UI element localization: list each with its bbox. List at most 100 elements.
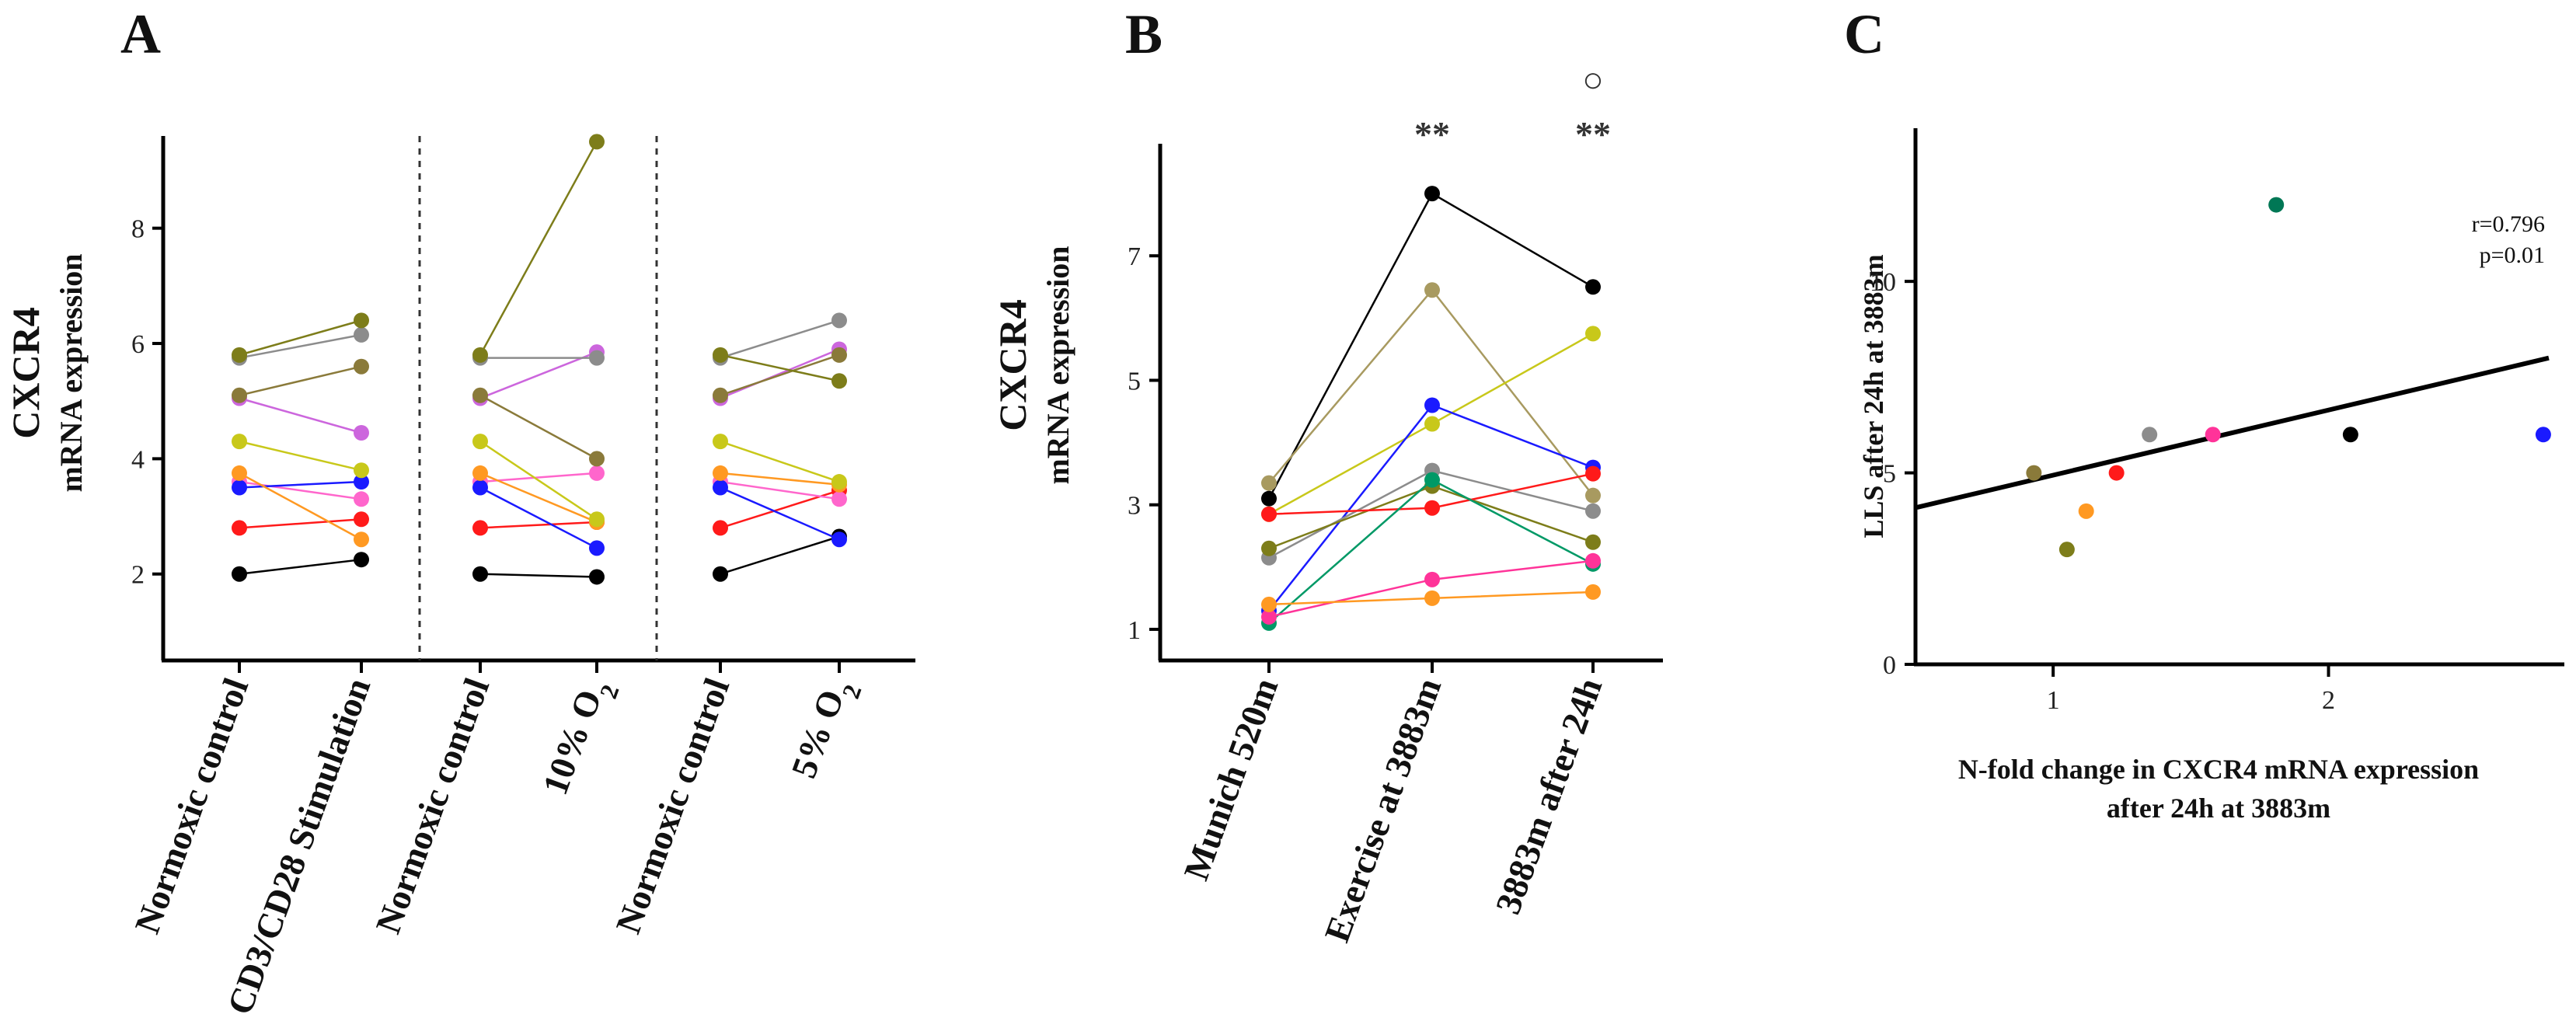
panel-C-point [2108, 465, 2125, 481]
panel-B-point [1261, 608, 1277, 625]
panel-A-point [472, 566, 488, 582]
panel-A-series-line [479, 441, 598, 521]
panel-B-ytick-label: 3 [1128, 492, 1141, 521]
panel-C-ytick-label: 10 [1870, 268, 1896, 297]
panel-A-point [232, 479, 247, 496]
panel-B-point [1424, 186, 1440, 202]
panel-A-point [589, 511, 605, 528]
panel-A-point [589, 569, 605, 585]
panel-A-ylabel-line1: CXCR4 [4, 307, 47, 438]
panel-A-series-line [479, 472, 598, 524]
panel-B-point [1585, 503, 1601, 519]
panel-A-series-line [479, 350, 598, 399]
panel-A-point [472, 479, 488, 496]
panel-A-point [232, 434, 247, 450]
panel-A-category-label: CD3/CD28 Stimulation [219, 673, 378, 1019]
panel-A-point [831, 491, 847, 507]
panel-B-point [1424, 282, 1440, 298]
panel-A-point [472, 520, 488, 536]
panel-C-point [2026, 465, 2042, 481]
panel-A-point [589, 540, 605, 556]
panel-A-series-line [239, 333, 362, 359]
panel-C-xlabel-line2: after 24h at 3883m [2107, 793, 2330, 824]
panel-A-series-line [479, 521, 598, 529]
panel-A-series-line [720, 348, 840, 399]
panel-B-point [1424, 500, 1440, 516]
panel-A-point [354, 326, 369, 343]
panel-A-series-line [239, 440, 362, 472]
panel-A-series-line [479, 141, 598, 356]
panel-B-series-line [1268, 559, 1594, 619]
panel-C-point [2142, 427, 2158, 443]
panel-A-point [589, 134, 605, 150]
panel-A-point [713, 387, 728, 403]
panel-A-point [713, 434, 728, 450]
panel-B-series-line [1267, 192, 1594, 500]
panel-A-point [354, 462, 369, 479]
panel-A-category-label: Normoxic control [608, 673, 737, 939]
panel-A-point [472, 434, 488, 450]
panel-A-ytick-label: 6 [131, 330, 145, 359]
panel-B-ylabel-line1: CXCR4 [991, 299, 1034, 430]
panel-C-regression-line [1916, 355, 2550, 510]
panel-B-point [1261, 540, 1277, 556]
panel-C-ytick-label: 5 [1883, 460, 1896, 489]
panel-A-series-line [479, 486, 598, 549]
panel-A-series-line [479, 573, 598, 578]
panel-A-series-line [239, 365, 362, 397]
panel-A-point [713, 347, 728, 363]
panel-B-point [1424, 472, 1440, 488]
panel-A-point [354, 474, 369, 490]
panel-A-series-line [720, 472, 840, 486]
panel-A-point [354, 511, 369, 528]
panel-A-letter: A [120, 3, 161, 65]
panel-B-chart: CXCR4 mRNA expression 1 3 5 7 Munich 520m Exe… [991, 60, 1663, 947]
panel-A-point [589, 350, 605, 366]
panel-A-series-line [479, 394, 598, 460]
panel-C-point [2342, 427, 2358, 443]
panel-A-point [713, 520, 728, 536]
panel-C-point [2058, 542, 2075, 558]
panel-B-ytick-label: 5 [1128, 367, 1141, 396]
panel-C-r-value: r=0.796 [2472, 211, 2545, 237]
panel-A-point [713, 479, 728, 496]
panel-A-series-line [239, 397, 362, 434]
panel-A-series-line [720, 480, 840, 500]
panel-A-point [589, 451, 605, 467]
panel-A-series-line [239, 319, 362, 357]
panel-A-point [354, 491, 369, 507]
panel-B-point [1261, 475, 1277, 491]
panel-A-point [232, 465, 247, 481]
panel-A-category-label: 5% O2 [783, 673, 866, 787]
panel-C-point [2205, 427, 2221, 443]
panel-A-point [354, 531, 369, 548]
panel-A-ytick-label: 2 [131, 561, 145, 590]
panel-B-point [1585, 584, 1601, 600]
panel-B-significance-circle: ○ [1582, 60, 1604, 99]
panel-C-p-value: p=0.01 [2480, 242, 2545, 268]
panel-A-category-label: Normoxic control [368, 673, 497, 939]
panel-A-point [232, 566, 247, 582]
panel-B-ylabel-line2: mRNA expression [1041, 246, 1075, 484]
panel-A-point [472, 387, 488, 403]
panel-A-point [354, 358, 369, 375]
panel-B-category-label: Exercise at 3883m [1316, 673, 1448, 947]
panel-C-xlabel-line1: N-fold change in CXCR4 mRNA expression [1958, 754, 2479, 785]
panel-A-series-line [720, 319, 840, 359]
panel-A-point [713, 566, 728, 582]
panel-A-series-line [239, 558, 362, 575]
panel-B-point [1424, 397, 1440, 413]
panel-A-point [831, 312, 847, 329]
panel-B-letter: B [1125, 3, 1163, 65]
panel-C-letter: C [1844, 3, 1884, 65]
panel-A-chart: CXCR4 mRNA expression 2 4 6 8 Normoxic contr… [4, 134, 915, 1019]
panel-A-category-label: 10% O2 [535, 673, 624, 803]
panel-C-point [2078, 503, 2094, 519]
panel-C-xtick-label: 1 [2047, 686, 2060, 715]
panel-A-category-label: Normoxic control [127, 673, 256, 939]
panel-A-ytick-label: 8 [131, 215, 145, 244]
panel-B-point [1261, 506, 1277, 522]
panel-A-point [232, 520, 247, 536]
panel-B-significance-stars: ** [1575, 114, 1611, 154]
panel-A-point [831, 474, 847, 490]
